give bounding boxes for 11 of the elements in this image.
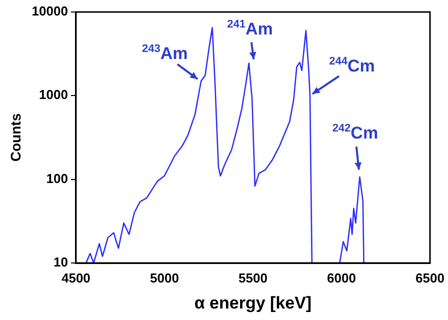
y-axis-title: Counts xyxy=(7,113,24,162)
y-tick-label: 10000 xyxy=(32,4,68,19)
x-tick-label: 6500 xyxy=(416,270,444,286)
y-tick-label: 100 xyxy=(46,170,68,186)
x-tick-label: 5500 xyxy=(238,270,268,286)
x-tick-label: 5000 xyxy=(150,270,179,286)
y-tick-label: 1000 xyxy=(39,87,68,102)
y-tick-label: 10 xyxy=(53,254,68,270)
x-axis-title: α energy [keV] xyxy=(194,293,312,312)
x-tick-label: 6000 xyxy=(327,270,356,286)
x-tick-label: 4500 xyxy=(61,270,90,286)
